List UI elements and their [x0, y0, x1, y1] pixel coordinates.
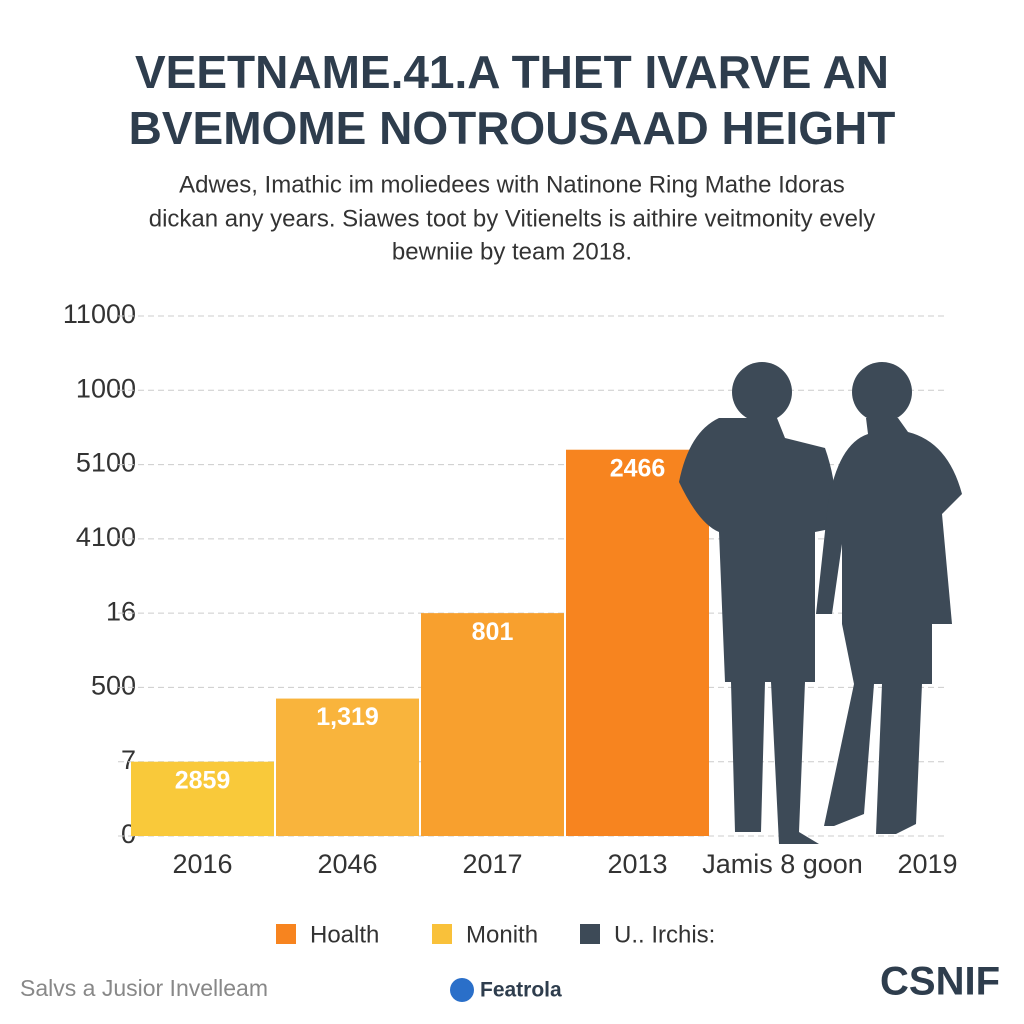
legend-swatch	[432, 924, 452, 944]
legend-label: U.. Irchis:	[614, 921, 715, 948]
legend-swatch	[276, 924, 296, 944]
bar-label: 1,319	[316, 703, 379, 731]
x-tick-label: 2017	[462, 849, 522, 879]
bar	[131, 761, 274, 836]
y-tick-label: 5100	[76, 448, 136, 478]
x-tick-label: Jamis 8 goon	[702, 849, 863, 879]
footer-left: Salvs a Jusior Invelleam	[20, 975, 268, 1001]
chart-title: VEETNAME.41.A THET IVARVE AN	[135, 46, 889, 98]
legend-label: Hoalth	[310, 921, 379, 948]
subtitle: bewniie by team 2018.	[392, 238, 632, 265]
footer-logo	[450, 978, 474, 1002]
x-tick-label: 2013	[607, 849, 667, 879]
bar	[421, 613, 564, 836]
footer-right: CSNIF	[880, 960, 1000, 1004]
bar	[566, 449, 709, 836]
bar-label: 2859	[175, 766, 231, 794]
x-tick-label: 2019	[897, 849, 957, 879]
y-tick-label: 1000	[76, 373, 136, 403]
legend-swatch	[580, 924, 600, 944]
y-tick-label: 4100	[76, 522, 136, 552]
subtitle: Adwes, Imathic im moliedees with Natinon…	[179, 171, 845, 198]
bar-label: 2466	[610, 454, 666, 482]
y-tick-label: 16	[106, 596, 136, 626]
bar	[276, 698, 419, 836]
x-tick-label: 2046	[317, 849, 377, 879]
legend-label: Monith	[466, 921, 538, 948]
bar-label: 801	[472, 618, 514, 646]
footer-center: Featrola	[480, 979, 562, 1002]
y-tick-label: 500	[91, 671, 136, 701]
y-tick-label: 11000	[63, 299, 136, 329]
chart-title: BVEMOME NOTROUSAAD HEIGHT	[129, 102, 896, 154]
silhouettes	[679, 362, 962, 844]
subtitle: dickan any years. Siawes toot by Vitiene…	[149, 205, 876, 232]
x-tick-label: 2016	[172, 849, 232, 879]
